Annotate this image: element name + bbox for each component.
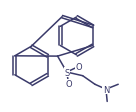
Text: O: O xyxy=(75,62,82,71)
Text: S: S xyxy=(64,68,69,77)
Text: N: N xyxy=(103,85,109,94)
Text: O: O xyxy=(65,79,72,88)
